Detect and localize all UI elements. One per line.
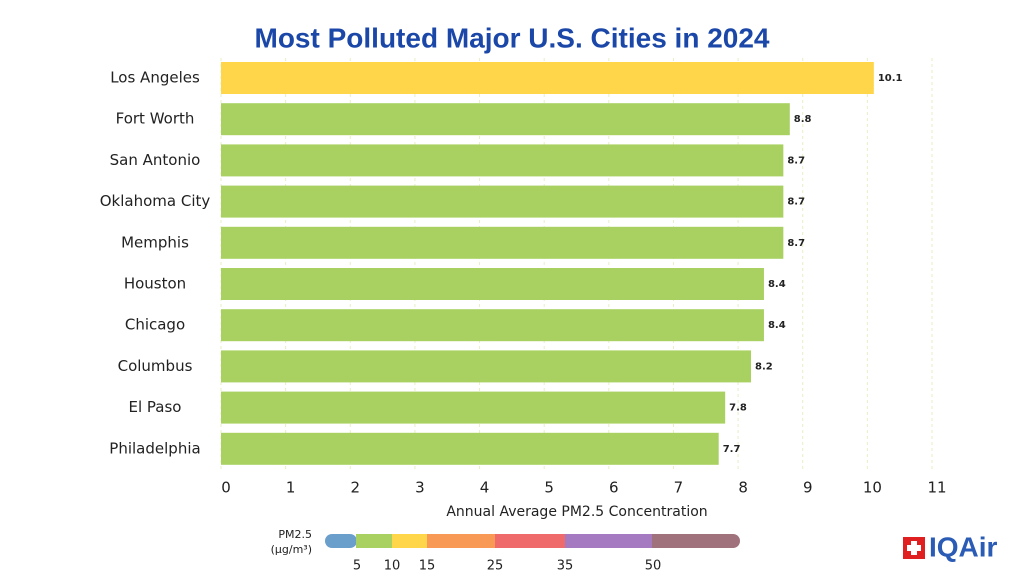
value-label: 8.7 [787,155,805,166]
value-label: 8.7 [787,238,805,249]
x-tick-label: 4 [480,479,490,497]
value-label: 8.7 [787,197,805,208]
y-tick-label: Fort Worth [116,110,195,128]
bar [221,391,726,424]
x-tick-label: 0 [221,479,231,497]
x-tick-label: 6 [609,479,619,497]
y-tick-label: San Antonio [110,151,201,169]
x-tick-label: 7 [674,479,684,497]
bar [221,432,719,465]
scale-segment [357,534,392,548]
scale-segment [392,534,427,548]
x-tick-label: 11 [927,479,946,497]
y-tick-label: El Paso [129,398,182,416]
x-tick-label: 9 [803,479,813,497]
bar [221,62,874,94]
x-tick-label: 8 [738,479,748,497]
logo: IQAir [903,531,998,562]
value-label: 8.2 [755,361,773,372]
bar [221,268,764,300]
bar [221,309,764,342]
x-tick-label: 1 [286,479,296,497]
logo-cross [907,545,921,551]
bar [221,144,784,177]
x-axis-label: Annual Average PM2.5 Concentration [446,504,707,520]
bar [221,185,784,218]
value-label: 7.7 [723,444,741,455]
y-tick-label: Columbus [118,357,193,375]
y-tick-label: Houston [124,275,186,293]
scale-segment [325,534,357,548]
scale-segment [427,534,495,548]
scale-segment [356,534,358,548]
value-label: 8.8 [794,114,812,125]
x-tick-label: 5 [544,479,554,497]
y-tick-label: Oklahoma City [100,192,211,210]
scale-break-label: 5 [353,559,361,574]
scale-segment [653,534,740,548]
scale-break-label: 35 [557,559,574,574]
logo-text: IQAir [929,531,998,562]
y-tick-label: Philadelphia [109,439,200,457]
scale-break-label: 10 [384,559,401,574]
y-tick-label: Chicago [125,316,185,334]
x-tick-label: 10 [863,479,882,497]
scale-break-label: 15 [419,559,436,574]
scale-segment [565,534,653,548]
x-tick-label: 3 [415,479,425,497]
x-tick-label: 2 [350,479,360,497]
scale-unit: (μg/m³) [271,543,312,556]
bar [221,103,790,136]
value-label: 8.4 [768,279,786,290]
value-label: 8.4 [768,320,786,331]
scale-label: PM2.5 [278,528,312,541]
scale-break-label: 25 [487,559,504,574]
scale-segment [652,534,660,548]
y-tick-label: Los Angeles [110,69,200,87]
value-label: 10.1 [878,73,903,84]
chart-title: Most Polluted Major U.S. Cities in 2024 [255,22,770,53]
scale-segment [495,534,565,548]
bar [221,226,784,259]
bar [221,350,752,383]
scale-break-label: 50 [645,559,662,574]
value-label: 7.8 [729,403,747,414]
y-tick-label: Memphis [121,233,189,251]
